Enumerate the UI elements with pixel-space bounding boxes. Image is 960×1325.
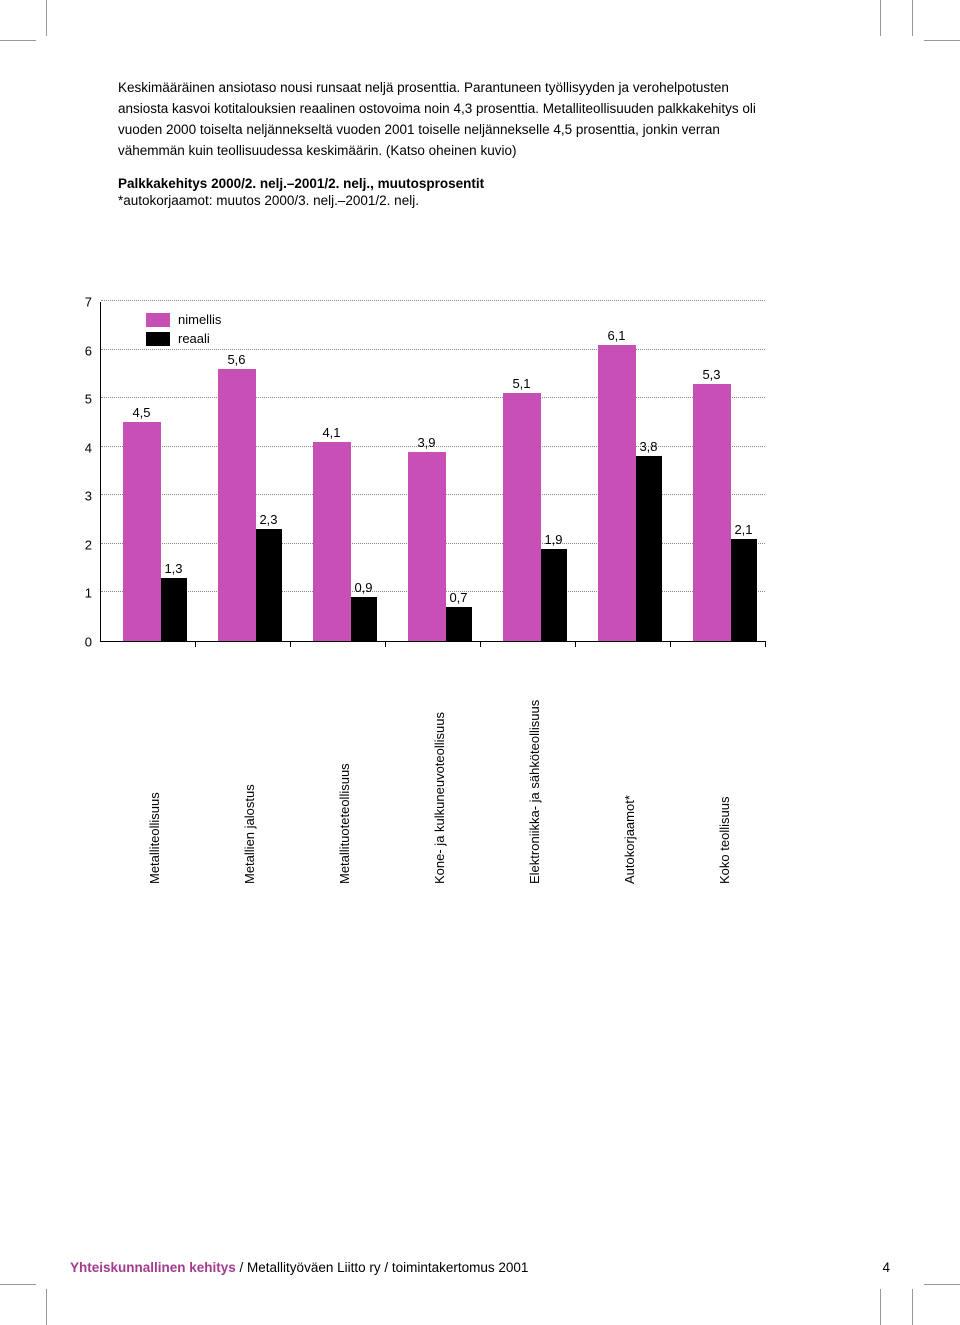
legend-swatch bbox=[146, 313, 170, 327]
bar-nimellis bbox=[598, 345, 636, 641]
bar-reaali bbox=[256, 529, 282, 641]
bar-nimellis bbox=[218, 369, 256, 641]
legend-item: reaali bbox=[146, 331, 221, 346]
y-axis-label: 7 bbox=[70, 295, 92, 310]
x-axis-label: Autokorjaamot* bbox=[622, 654, 637, 884]
x-axis-label: Metallituoteteollisuus bbox=[337, 654, 352, 884]
x-axis-label: Metallien jalostus bbox=[242, 654, 257, 884]
x-axis-label: Koko teollisuus bbox=[717, 654, 732, 884]
bar-reaali bbox=[351, 597, 377, 641]
bar-value-label: 4,1 bbox=[312, 425, 352, 440]
bar-nimellis bbox=[123, 422, 161, 641]
x-axis-label: Elektroniikka- ja sähköteollisuus bbox=[527, 654, 542, 884]
bar-value-label: 5,6 bbox=[217, 352, 257, 367]
x-tick bbox=[765, 641, 766, 647]
bar-chart: 012345674,51,35,62,34,10,93,90,75,11,96,… bbox=[70, 302, 770, 642]
bar-nimellis bbox=[313, 442, 351, 641]
chart-legend: nimellis reaali bbox=[146, 312, 221, 350]
x-tick bbox=[385, 641, 386, 647]
bar-reaali bbox=[161, 578, 187, 641]
bar-value-label: 0,9 bbox=[344, 580, 384, 595]
footer-rest: / Metallityöväen Liitto ry / toimintaker… bbox=[236, 1260, 529, 1275]
bar-reaali bbox=[446, 607, 472, 641]
x-tick bbox=[290, 641, 291, 647]
bar-value-label: 2,1 bbox=[724, 522, 764, 537]
bar-value-label: 5,3 bbox=[692, 367, 732, 382]
page-footer: Yhteiskunnallinen kehitys / Metallityövä… bbox=[70, 1260, 890, 1275]
chart-title: Palkkakehitys 2000/2. nelj.–2001/2. nelj… bbox=[118, 176, 758, 191]
bar-value-label: 1,3 bbox=[154, 561, 194, 576]
page-number: 4 bbox=[882, 1260, 890, 1275]
bar-value-label: 3,9 bbox=[407, 435, 447, 450]
y-axis-label: 5 bbox=[70, 392, 92, 407]
legend-item: nimellis bbox=[146, 312, 221, 327]
bar-nimellis bbox=[693, 384, 731, 641]
x-tick bbox=[195, 641, 196, 647]
bar-reaali bbox=[731, 539, 757, 641]
gridline bbox=[101, 397, 765, 398]
x-tick bbox=[575, 641, 576, 647]
legend-label: nimellis bbox=[178, 312, 221, 327]
body-paragraph: Keskimääräinen ansiotaso nousi runsaat n… bbox=[118, 78, 758, 162]
gridline bbox=[101, 300, 765, 301]
bar-value-label: 5,1 bbox=[502, 376, 542, 391]
y-axis-label: 2 bbox=[70, 537, 92, 552]
legend-label: reaali bbox=[178, 331, 210, 346]
bar-value-label: 6,1 bbox=[597, 328, 637, 343]
bar-value-label: 1,9 bbox=[534, 532, 574, 547]
y-axis-label: 3 bbox=[70, 489, 92, 504]
x-axis-label: Metalliteollisuus bbox=[147, 654, 162, 884]
bar-value-label: 3,8 bbox=[629, 439, 669, 454]
chart-subtitle: *autokorjaamot: muutos 2000/3. nelj.–200… bbox=[118, 193, 758, 208]
x-axis-label: Kone- ja kulkuneuvoteollisuus bbox=[432, 654, 447, 884]
y-axis-label: 6 bbox=[70, 343, 92, 358]
x-tick bbox=[480, 641, 481, 647]
bar-nimellis bbox=[503, 393, 541, 641]
bar-reaali bbox=[541, 549, 567, 641]
bar-reaali bbox=[636, 456, 662, 641]
footer-section: Yhteiskunnallinen kehitys bbox=[70, 1260, 236, 1275]
x-tick bbox=[670, 641, 671, 647]
y-axis-label: 0 bbox=[70, 635, 92, 650]
bar-value-label: 0,7 bbox=[439, 590, 479, 605]
legend-swatch bbox=[146, 332, 170, 346]
bar-value-label: 4,5 bbox=[122, 405, 162, 420]
y-axis-label: 4 bbox=[70, 440, 92, 455]
y-axis-label: 1 bbox=[70, 586, 92, 601]
bar-nimellis bbox=[408, 452, 446, 641]
bar-value-label: 2,3 bbox=[249, 512, 289, 527]
